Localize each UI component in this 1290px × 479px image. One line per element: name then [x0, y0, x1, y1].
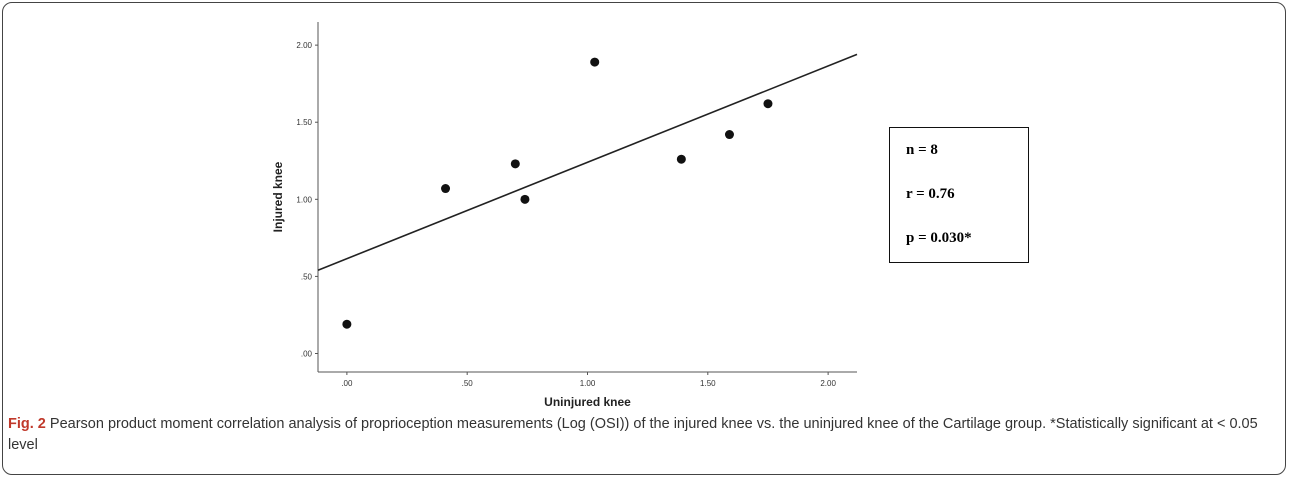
data-point [724, 130, 734, 140]
y-tick-label: .50 [301, 272, 313, 281]
regression-line [317, 53, 858, 271]
data-point [763, 99, 773, 109]
x-tick-label: .50 [462, 379, 474, 388]
figure-number: Fig. 2 [8, 416, 46, 432]
y-tick-label: .00 [301, 349, 313, 358]
x-axis-label: Uninjured knee [544, 395, 631, 409]
data-point [520, 194, 530, 204]
statistics-box: n = 8 r = 0.76 p = 0.030* [889, 127, 1029, 263]
data-point [510, 159, 520, 169]
data-point [590, 57, 600, 67]
x-tick-label: 1.50 [700, 379, 716, 388]
x-tick-label: 1.00 [580, 379, 596, 388]
data-point [676, 154, 686, 164]
data-point [441, 184, 451, 194]
y-tick-label: 1.00 [296, 195, 312, 204]
regression-line-group [317, 53, 858, 271]
stat-n: n = 8 [906, 142, 938, 158]
figure-caption: Fig. 2 Pearson product moment correlatio… [8, 414, 1278, 456]
stat-r: r = 0.76 [906, 186, 955, 202]
y-tick-label: 1.50 [296, 118, 312, 127]
y-axis-label: Injured knee [271, 161, 285, 232]
data-point [342, 319, 352, 329]
plot-axes [317, 22, 857, 373]
y-tick-label: 2.00 [296, 41, 312, 50]
caption-text: Pearson product moment correlation analy… [8, 416, 1258, 453]
x-tick-label: .00 [341, 379, 353, 388]
scatter-plot: .00 .50 1.00 1.50 2.00 .00 .50 1.00 1.50 2.00 Uni… [271, 22, 858, 409]
data-points [342, 57, 773, 329]
tick-labels: .00 .50 1.00 1.50 2.00 .00 .50 1.00 1.50 2.00 [296, 41, 836, 388]
stat-p: p = 0.030* [906, 230, 972, 246]
x-tick-label: 2.00 [820, 379, 836, 388]
